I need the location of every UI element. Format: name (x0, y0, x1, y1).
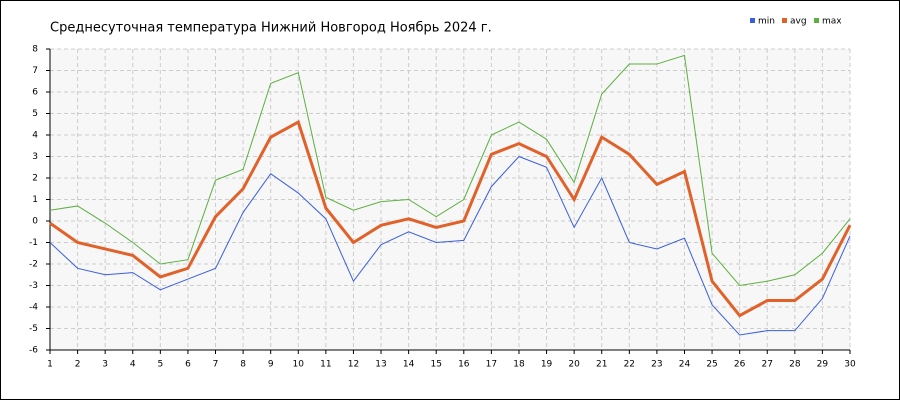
x-tick-label: 9 (268, 360, 274, 370)
x-tick-label: 4 (130, 360, 136, 370)
y-tick-label: 2 (32, 174, 38, 184)
y-tick-label: 0 (32, 217, 38, 227)
x-tick-label: 13 (375, 360, 386, 370)
x-tick-label: 28 (789, 360, 801, 370)
x-tick-label: 14 (403, 360, 415, 370)
x-tick-label: 19 (541, 360, 553, 370)
x-tick-label: 10 (293, 360, 305, 370)
x-tick-label: 18 (513, 360, 525, 370)
legend-label: avg (790, 17, 807, 27)
x-tick-label: 8 (240, 360, 246, 370)
x-tick-label: 26 (734, 360, 746, 370)
y-tick-label: 5 (32, 109, 38, 119)
series-line (49, 155, 851, 336)
series-line (49, 119, 852, 318)
chart-title: Среднесуточная температура Нижний Новгор… (50, 21, 492, 36)
x-tick-label: 7 (213, 360, 219, 370)
legend-swatch (750, 18, 755, 23)
x-tick-label: 20 (568, 360, 580, 370)
x-tick-label: 11 (320, 360, 331, 370)
x-tick-label: 22 (624, 360, 635, 370)
y-tick-label: 6 (32, 88, 38, 98)
x-tick-label: 24 (679, 360, 691, 370)
y-tick-label: -3 (29, 281, 38, 291)
x-tick-label: 21 (596, 360, 607, 370)
y-tick-label: 8 (32, 45, 38, 55)
x-tick-label: 5 (157, 360, 163, 370)
x-tick-label: 3 (102, 360, 108, 370)
y-tick-label: 3 (32, 152, 38, 162)
y-tick-label: -5 (29, 324, 38, 334)
legend-swatch (782, 18, 787, 23)
x-tick-label: 1 (47, 360, 53, 370)
x-tick-label: 29 (817, 360, 829, 370)
y-tick-label: 7 (32, 66, 38, 76)
x-tick-label: 27 (762, 360, 773, 370)
y-tick-label: 1 (32, 195, 38, 205)
y-tick-label: -6 (29, 346, 38, 356)
y-tick-label: -1 (29, 238, 38, 248)
x-tick-label: 30 (844, 360, 856, 370)
y-tick-label: -2 (29, 260, 38, 270)
x-tick-label: 16 (458, 360, 470, 370)
legend-label: max (822, 17, 842, 27)
series-line (49, 54, 851, 287)
legend-swatch (814, 18, 819, 23)
x-tick-label: 15 (430, 360, 441, 370)
x-tick-label: 6 (185, 360, 191, 370)
x-tick-label: 12 (348, 360, 359, 370)
y-tick-label: 4 (32, 131, 38, 141)
x-tick-label: 25 (706, 360, 717, 370)
x-tick-label: 17 (486, 360, 497, 370)
x-tick-label: 2 (75, 360, 81, 370)
legend-label: min (758, 17, 775, 27)
x-tick-label: 23 (651, 360, 662, 370)
y-tick-label: -4 (29, 303, 38, 313)
